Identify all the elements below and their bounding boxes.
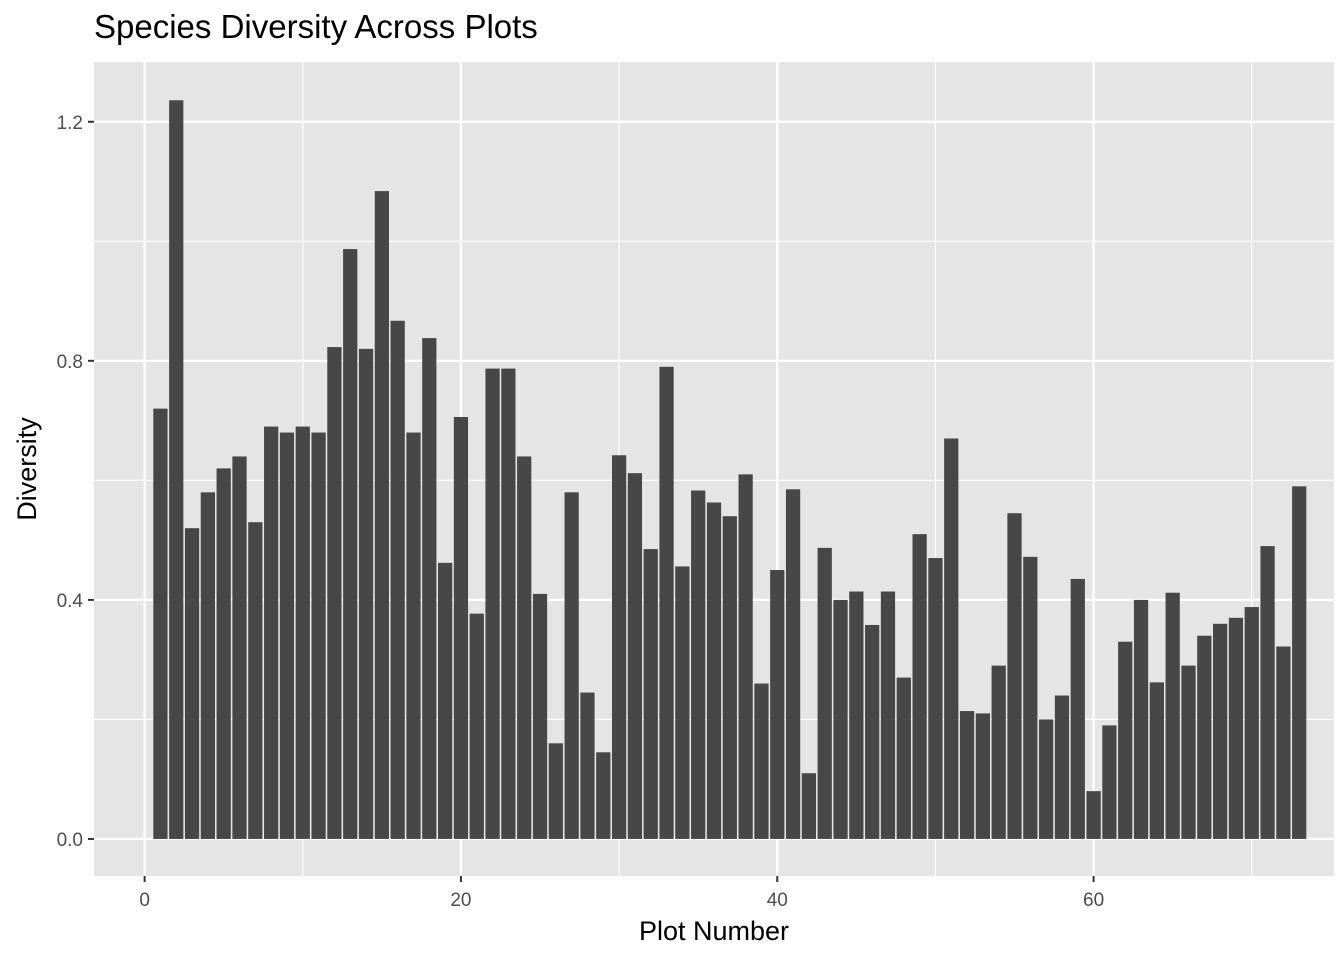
bar [785, 489, 801, 839]
bar [975, 713, 990, 839]
bar [200, 492, 215, 839]
bar [1165, 592, 1180, 839]
bar [358, 348, 374, 839]
bar [659, 366, 674, 839]
bar [406, 432, 421, 839]
bar [1039, 719, 1054, 839]
bar [1276, 646, 1291, 839]
bar [343, 249, 358, 839]
bars-group [153, 100, 1307, 839]
bar [1054, 695, 1070, 839]
bar [833, 599, 848, 839]
bar [1070, 578, 1085, 839]
bar [817, 547, 832, 839]
bar [896, 677, 911, 839]
chart-title: Species Diversity Across Plots [94, 8, 538, 45]
bar [248, 522, 263, 839]
bar [1133, 599, 1149, 839]
x-tick-label: 40 [767, 890, 788, 911]
bar [1149, 682, 1164, 839]
y-tick-label: 1.2 [57, 113, 83, 134]
bar [453, 417, 469, 839]
bar [311, 432, 326, 839]
x-tick-label: 20 [450, 890, 471, 911]
bar [279, 432, 295, 839]
bar [991, 665, 1006, 839]
bar [469, 613, 484, 839]
bar [738, 474, 753, 839]
bar [374, 191, 389, 839]
bar [880, 591, 896, 839]
bar [232, 456, 247, 839]
bar [611, 455, 627, 839]
bar [548, 743, 563, 839]
bar [390, 320, 405, 839]
bar [1244, 607, 1259, 839]
bar [706, 502, 722, 839]
bar [264, 426, 279, 839]
bar [1007, 513, 1022, 839]
bar [675, 566, 690, 839]
x-tick-label: 60 [1083, 890, 1104, 911]
bar [1260, 546, 1275, 839]
x-axis: 0 20 40 60 [139, 876, 1104, 911]
x-tick-label: 0 [139, 890, 150, 911]
bar [691, 490, 706, 839]
bar [865, 624, 880, 839]
bar [517, 456, 532, 839]
y-axis: 0.0 0.4 0.8 1.2 [57, 113, 94, 851]
bar [564, 492, 579, 839]
bar [153, 408, 168, 839]
bar [1292, 486, 1307, 839]
y-tick-label: 0.0 [57, 830, 83, 851]
y-axis-title: Diversity [12, 417, 42, 521]
bar [801, 773, 817, 839]
bar [928, 558, 943, 839]
bar [1023, 556, 1038, 839]
bar [770, 570, 785, 839]
bar [1086, 791, 1101, 839]
bar [169, 100, 184, 839]
bar [485, 368, 500, 839]
bar [1213, 623, 1228, 839]
bar [1228, 617, 1244, 839]
bar [643, 549, 658, 839]
bar [184, 528, 200, 839]
bar [912, 534, 927, 839]
y-tick-label: 0.4 [57, 591, 84, 612]
bar [849, 591, 864, 839]
bar [532, 593, 548, 839]
bar [944, 438, 959, 839]
bar [754, 683, 769, 839]
bar [295, 426, 310, 839]
bar [438, 562, 453, 839]
bar [327, 347, 342, 839]
bar [216, 468, 231, 839]
bar [580, 692, 595, 839]
y-tick-label: 0.8 [57, 352, 83, 373]
bar [1118, 641, 1133, 839]
bar [501, 368, 516, 839]
bar [722, 516, 737, 839]
bar [627, 473, 643, 839]
bar [422, 338, 437, 839]
bar [1102, 725, 1117, 839]
x-axis-title: Plot Number [639, 916, 789, 946]
bar [596, 752, 611, 839]
bar [1197, 635, 1212, 839]
bar [959, 711, 975, 839]
bar [1181, 665, 1196, 839]
